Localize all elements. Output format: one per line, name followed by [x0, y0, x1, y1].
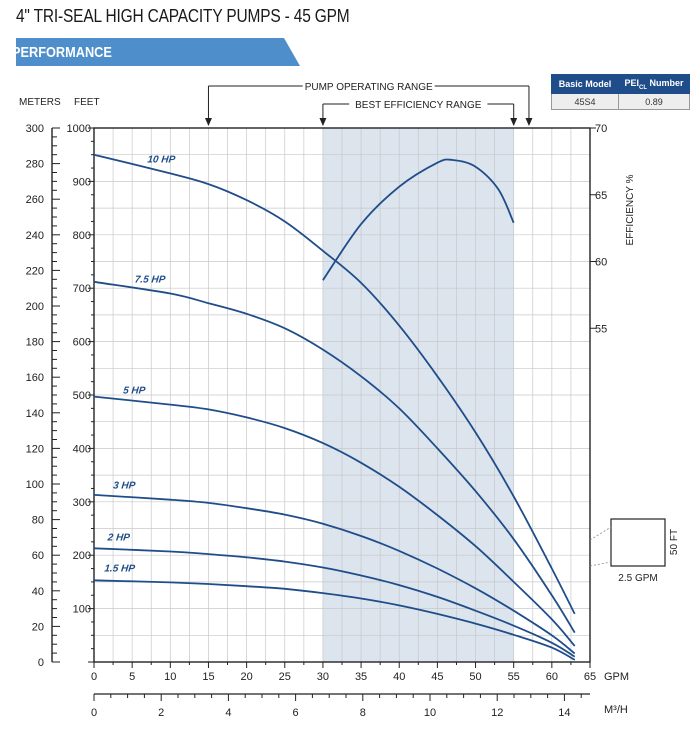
meters-tick-label: 280 — [26, 159, 44, 171]
head-curve-1-5-hp — [93, 579, 576, 661]
section-banner — [16, 38, 300, 66]
feet-tick-label: 700 — [73, 283, 91, 295]
meters-tick-label: 120 — [26, 443, 44, 455]
meters-tick-label: 160 — [26, 372, 44, 384]
meters-tick-label: 60 — [32, 550, 44, 562]
meters-axis-title: METERS — [19, 97, 61, 108]
curve-label: 1.5 HP — [104, 563, 136, 574]
m3h-tick-label: 2 — [158, 707, 164, 719]
meters-tick-label: 100 — [26, 479, 44, 491]
feet-tick-label: 1000 — [67, 123, 91, 135]
meters-tick-label: 300 — [26, 123, 44, 135]
best-efficiency-range-label: BEST EFFICIENCY RANGE — [355, 100, 482, 111]
efficiency-tick-label: 70 — [595, 123, 607, 135]
efficiency-axis-title: EFFICIENCY % — [625, 174, 636, 245]
gpm-tick-label: 20 — [240, 671, 252, 683]
meters-tick-label: 260 — [26, 194, 44, 206]
pump-operating-range-arrow-head — [204, 118, 212, 126]
feet-tick-label: 300 — [73, 497, 91, 509]
pei-cell: 0.89 — [618, 93, 690, 110]
gpm-tick-label: 5 — [129, 671, 135, 683]
gpm-tick-label: 45 — [431, 671, 443, 683]
model-cell: 45S4 — [551, 93, 619, 110]
feet-tick-label: 400 — [73, 443, 91, 455]
meters-tick-label: 140 — [26, 408, 44, 420]
meters-tick-label: 200 — [26, 301, 44, 313]
efficiency-curve — [322, 158, 515, 281]
gpm-tick-label: 65 — [584, 671, 596, 683]
m3h-tick-label: 0 — [91, 707, 97, 719]
feet-axis-title: FEET — [74, 97, 100, 108]
feet-tick-label: 800 — [73, 230, 91, 242]
gpm-tick-label: 60 — [546, 671, 558, 683]
gpm-tick-label: 25 — [279, 671, 291, 683]
head-curve-5-hp — [93, 395, 576, 647]
m3h-tick-label: 6 — [293, 707, 299, 719]
scale-box-width-label: 2.5 GPM — [618, 573, 657, 584]
efficiency-tick-label: 55 — [595, 323, 607, 335]
model-table-header-model: Basic Model — [551, 74, 619, 94]
efficiency-tick-label: 60 — [595, 257, 607, 269]
efficiency-tick-label: 65 — [595, 190, 607, 202]
meters-tick-label: 240 — [26, 230, 44, 242]
model-table: Basic Model PEICL Number 45S4 0.89 — [551, 74, 690, 110]
feet-tick-label: 600 — [73, 337, 91, 349]
gpm-tick-label: 10 — [164, 671, 176, 683]
gpm-tick-label: 50 — [469, 671, 481, 683]
m3h-tick-label: 10 — [424, 707, 436, 719]
meters-tick-label: 80 — [32, 515, 44, 527]
m3h-axis-title: M³/H — [604, 704, 628, 716]
gpm-tick-label: 55 — [508, 671, 520, 683]
meters-tick-label: 40 — [32, 586, 44, 598]
gpm-tick-label: 30 — [317, 671, 329, 683]
pump-operating-range-label-background — [302, 80, 435, 92]
pei-label: PEI — [624, 77, 639, 88]
feet-tick-label: 100 — [73, 604, 91, 616]
gpm-tick-label: 35 — [355, 671, 367, 683]
number-label: Number — [649, 77, 684, 88]
gpm-axis-title: GPM — [604, 671, 629, 683]
meters-tick-label: 0 — [38, 657, 44, 669]
feet-tick-label: 200 — [73, 550, 91, 562]
scale-box-leader — [589, 526, 612, 541]
head-curve-10-hp — [93, 153, 576, 615]
gpm-tick-label: 0 — [91, 671, 97, 683]
pei-subscript: CL — [638, 84, 647, 91]
page-title: 4" TRI-SEAL HIGH CAPACITY PUMPS - 45 GPM — [16, 6, 350, 26]
curve-label: 3 HP — [113, 481, 137, 492]
model-table-row: 45S4 0.89 — [551, 93, 690, 110]
best-efficiency-range-label-background — [349, 98, 488, 110]
head-curve-2-hp — [93, 547, 576, 658]
m3h-tick-label: 12 — [491, 707, 503, 719]
gpm-tick-label: 40 — [393, 671, 405, 683]
curve-label: 2 HP — [106, 532, 131, 543]
m3h-tick-label: 8 — [360, 707, 366, 719]
curve-label: 10 HP — [147, 154, 176, 165]
m3h-tick-label: 4 — [225, 707, 231, 719]
meters-tick-label: 180 — [26, 337, 44, 349]
feet-tick-label: 500 — [73, 390, 91, 402]
best-efficiency-range-arrow-head — [510, 118, 518, 126]
best-efficiency-range-arrow-head — [319, 118, 327, 126]
curve-label: 5 HP — [123, 386, 147, 397]
head-curve-3-hp — [93, 494, 576, 655]
scale-box — [610, 518, 666, 567]
pump-operating-range-label: PUMP OPERATING RANGE — [305, 82, 433, 93]
scale-box-leader — [589, 561, 612, 567]
head-curve-7-5-hp — [93, 280, 576, 634]
gpm-tick-label: 15 — [202, 671, 214, 683]
meters-tick-label: 220 — [26, 265, 44, 277]
curve-label: 7.5 HP — [134, 275, 166, 286]
feet-tick-label: 900 — [73, 176, 91, 188]
m3h-tick-label: 14 — [558, 707, 570, 719]
section-title: PERFORMANCE — [12, 44, 112, 61]
scale-box-height-label: 50 FT — [669, 529, 680, 555]
meters-tick-label: 20 — [32, 621, 44, 633]
pump-operating-range-arrow-head — [525, 118, 533, 126]
